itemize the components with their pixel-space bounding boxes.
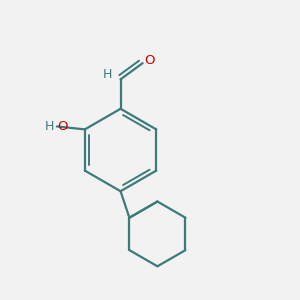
Text: H: H <box>45 120 54 133</box>
Text: O: O <box>58 120 68 133</box>
Text: O: O <box>144 54 154 67</box>
Text: H: H <box>103 68 112 81</box>
